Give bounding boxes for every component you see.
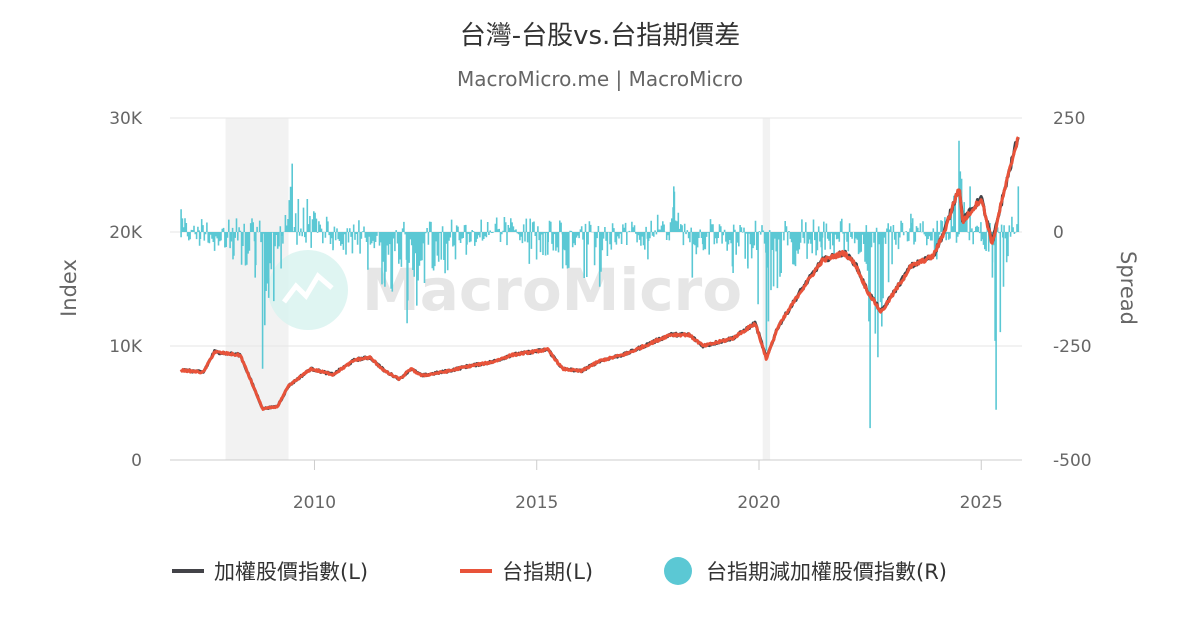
left-tick-label: 30K bbox=[109, 109, 143, 129]
left-axis: 0 10K 20K 30K bbox=[109, 109, 143, 471]
x-tick-label: 2010 bbox=[293, 493, 336, 513]
right-axis-title: Spread bbox=[1116, 251, 1140, 325]
x-tick-label: 2025 bbox=[960, 493, 1003, 513]
right-tick-label: 250 bbox=[1053, 109, 1085, 129]
legend-label-2[interactable]: 台指期減加權股價指數(R) bbox=[706, 560, 947, 584]
chart-title: 台灣-台股vs.台指期價差 bbox=[460, 21, 741, 51]
left-axis-title: Index bbox=[57, 259, 81, 317]
left-tick-label: 0 bbox=[131, 451, 142, 471]
right-axis: -500 -250 0 250 bbox=[1053, 109, 1092, 471]
x-tick-label: 2020 bbox=[737, 493, 780, 513]
watermark-text: MacroMicro bbox=[362, 256, 742, 324]
chart-subtitle: MacroMicro.me | MacroMicro bbox=[457, 67, 743, 91]
legend-label-1[interactable]: 台指期(L) bbox=[502, 560, 593, 584]
series-futures bbox=[179, 136, 1020, 411]
left-tick-label: 20K bbox=[109, 223, 143, 243]
legend-label-0[interactable]: 加權股價指數(L) bbox=[214, 560, 368, 584]
legend-swatch-2 bbox=[664, 557, 692, 585]
spread-spikes bbox=[180, 140, 1020, 429]
watermark-logo-mark-icon bbox=[282, 272, 334, 304]
futures-line bbox=[179, 136, 1020, 411]
x-axis: 2010 2015 2020 2025 bbox=[293, 460, 1003, 513]
watermark: MacroMicro bbox=[268, 250, 742, 330]
left-tick-label: 10K bbox=[109, 337, 143, 357]
x-tick-label: 2015 bbox=[515, 493, 558, 513]
legend: 加權股價指數(L) 台指期(L) 台指期減加權股價指數(R) bbox=[172, 557, 947, 585]
right-tick-label: -500 bbox=[1053, 451, 1092, 471]
series-spread bbox=[180, 140, 1020, 429]
right-tick-label: 0 bbox=[1053, 223, 1064, 243]
right-tick-label: -250 bbox=[1053, 337, 1092, 357]
